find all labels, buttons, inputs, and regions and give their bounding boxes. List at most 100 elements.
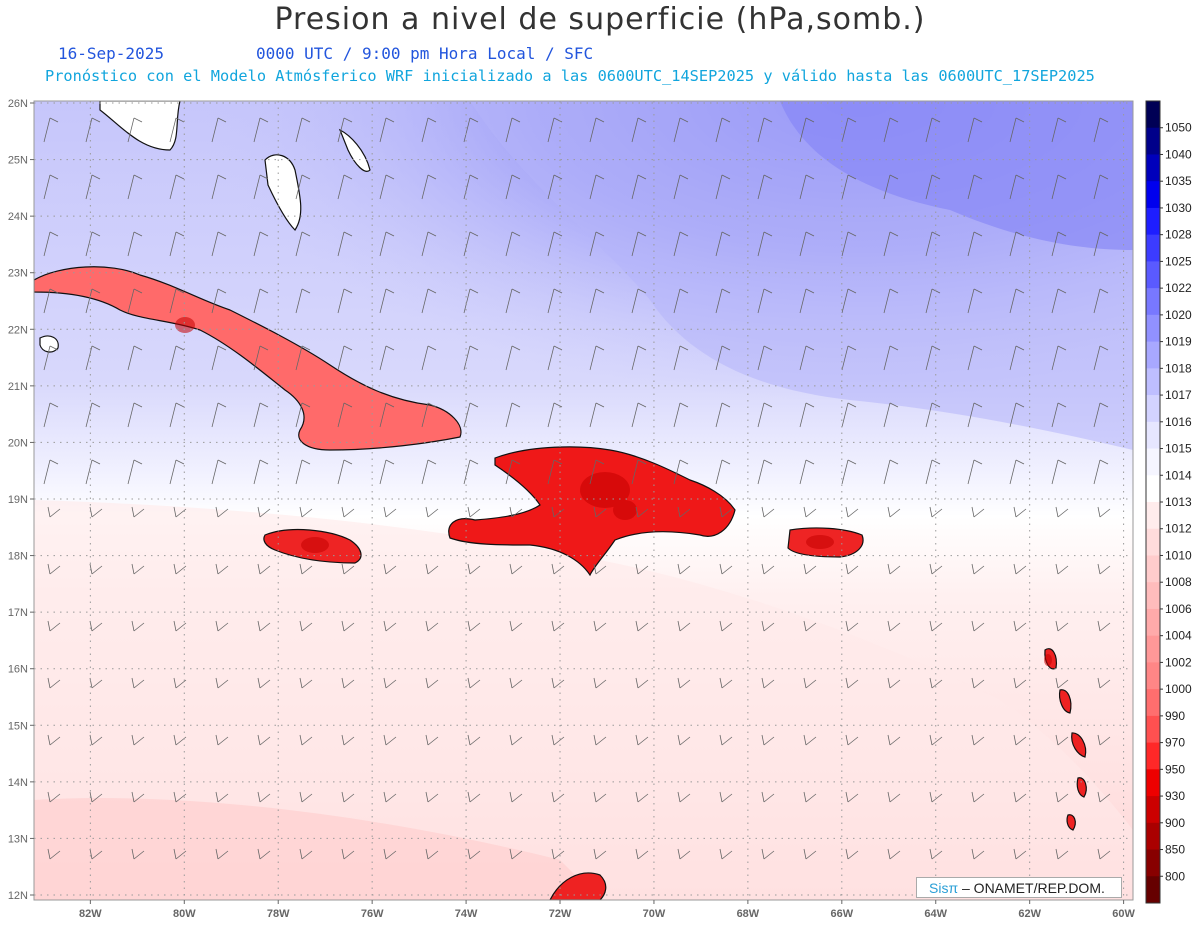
wind-barb-staff xyxy=(91,508,103,518)
wind-barb-flag xyxy=(1013,848,1017,860)
wind-barb-staff xyxy=(799,345,807,371)
wind-barb-flag xyxy=(847,288,857,294)
barbados-island xyxy=(1066,814,1076,831)
wind-barb-staff xyxy=(715,345,723,371)
wind-barb-staff xyxy=(43,174,51,200)
wind-barb-staff xyxy=(427,793,439,803)
wind-barb-staff xyxy=(469,850,481,860)
wind-barb-flag xyxy=(1015,345,1025,351)
colorbar-swatch xyxy=(1146,181,1160,209)
wind-barb-staff xyxy=(721,622,733,632)
wind-barb-staff xyxy=(847,850,859,860)
wind-barb-staff xyxy=(1051,459,1059,485)
wind-barb-staff xyxy=(637,736,649,746)
wind-barb-staff xyxy=(757,288,765,314)
wind-barb-flag xyxy=(217,231,227,237)
wind-barb-flag xyxy=(929,563,933,575)
wind-barb-staff xyxy=(757,174,765,200)
colorbar-swatch xyxy=(1146,421,1160,450)
lon-label: 66W xyxy=(830,908,853,920)
credit-box: Sisπ – ONAMET/REP.DOM. xyxy=(916,877,1122,898)
wind-barb-staff xyxy=(973,850,985,860)
wind-barb-staff xyxy=(379,288,387,314)
wind-barb-staff xyxy=(595,793,607,803)
wind-barb-staff xyxy=(889,736,901,746)
wind-barb-flag xyxy=(721,174,731,180)
wind-barb-flag xyxy=(971,848,975,860)
wind-barb-staff xyxy=(841,288,849,314)
wind-barb-staff xyxy=(673,288,681,314)
wind-barb-flag xyxy=(299,563,303,575)
wind-barb-staff xyxy=(883,459,891,485)
wind-barb-flag xyxy=(301,288,311,294)
wind-barb-flag xyxy=(803,677,807,689)
wind-barb-flag xyxy=(719,734,723,746)
colorbar-swatch xyxy=(1146,689,1160,717)
wind-barb-flag xyxy=(931,117,941,123)
wind-barb-staff xyxy=(169,459,177,485)
wind-barb-flag xyxy=(1099,231,1109,237)
wind-barb-flag xyxy=(845,620,849,632)
wind-barb-staff xyxy=(847,793,859,803)
wind-barb-flag xyxy=(763,231,773,237)
wind-barb-staff xyxy=(463,231,471,257)
wind-barb-staff xyxy=(463,288,471,314)
wind-barb-flag xyxy=(131,848,135,860)
wind-barb-flag xyxy=(1055,677,1059,689)
wind-barb-staff xyxy=(85,402,93,428)
wind-barb-flag xyxy=(509,734,513,746)
wind-barb-flag xyxy=(89,563,93,575)
wind-barb-flag xyxy=(721,345,731,351)
colorbar-swatch xyxy=(1146,475,1160,503)
wind-barb-staff xyxy=(505,174,513,200)
wind-barb-flag xyxy=(973,288,983,294)
wind-barb-flag xyxy=(1055,734,1059,746)
lat-label: 17N xyxy=(8,607,28,619)
colorbar-label: 1035 xyxy=(1165,174,1192,188)
wind-barb-flag xyxy=(677,677,681,689)
wind-barbs xyxy=(43,117,1111,860)
colorbar-swatch xyxy=(1146,608,1160,637)
wind-barb-staff xyxy=(343,622,355,632)
wind-barb-flag xyxy=(761,563,765,575)
wind-barb-flag xyxy=(47,791,51,803)
wind-barb-staff xyxy=(1057,508,1069,518)
wind-barb-staff xyxy=(547,117,555,143)
wind-barb-staff xyxy=(757,345,765,371)
wind-barb-flag xyxy=(301,402,311,408)
wind-barb-flag xyxy=(637,402,647,408)
wind-barb-staff xyxy=(259,850,271,860)
wind-barb-staff xyxy=(463,459,471,485)
wind-barb-flag xyxy=(383,506,387,518)
wind-barb-staff xyxy=(385,679,397,689)
lat-label: 21N xyxy=(8,381,28,393)
wind-barb-staff xyxy=(295,288,303,314)
wind-barb-staff xyxy=(43,345,51,371)
wind-barb-staff xyxy=(715,117,723,143)
wind-barb-staff xyxy=(175,793,187,803)
wind-barb-flag xyxy=(131,791,135,803)
colorbar-swatch xyxy=(1146,448,1160,476)
wind-barb-staff xyxy=(841,231,849,257)
wind-barb-flag xyxy=(677,506,681,518)
wind-barb-flag xyxy=(49,288,59,294)
colorbar-label: 1010 xyxy=(1165,548,1192,562)
colorbar-swatch xyxy=(1146,822,1160,851)
wind-barb-flag xyxy=(215,848,219,860)
wind-barb-flag xyxy=(509,791,513,803)
wind-barb-flag xyxy=(847,345,857,351)
wind-barb-staff xyxy=(805,793,817,803)
lon-label: 74W xyxy=(455,908,478,920)
wind-barb-flag xyxy=(763,288,773,294)
colorbar-label: 1015 xyxy=(1165,442,1192,456)
wind-barb-flag xyxy=(301,117,311,123)
wind-barb-flag xyxy=(679,402,689,408)
wind-barb-staff xyxy=(295,117,303,143)
wind-barb-staff xyxy=(883,345,891,371)
wind-barb-staff xyxy=(1057,850,1069,860)
wind-barb-flag xyxy=(173,563,177,575)
wind-barb-staff xyxy=(169,345,177,371)
wind-barb-staff xyxy=(421,174,429,200)
wind-barb-flag xyxy=(889,117,899,123)
wind-barb-flag xyxy=(889,402,899,408)
